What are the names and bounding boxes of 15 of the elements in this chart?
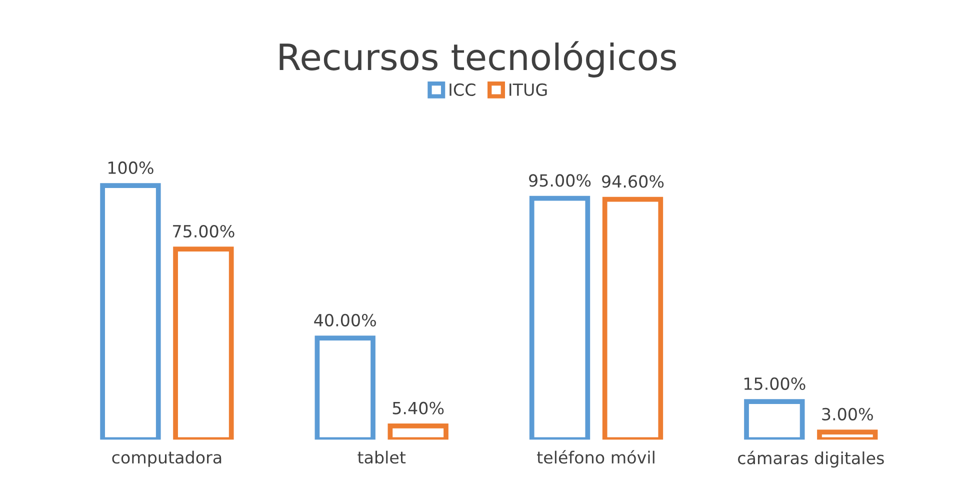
x-tick-label: cámaras digitales	[738, 450, 884, 468]
data-label: 5.40%	[392, 402, 444, 414]
x-tick-label: teléfono móvil	[537, 450, 654, 464]
data-label: 40.00%	[314, 314, 376, 326]
data-label: 100%	[108, 161, 154, 174]
legend-label: ITUG	[510, 83, 547, 96]
data-label: 94.60%	[602, 175, 664, 188]
chart-title: Recursos tecnológicos	[280, 41, 676, 78]
data-label: 95.00%	[529, 174, 591, 187]
legend-label: ICC	[450, 83, 476, 96]
data-label: 3.00%	[822, 408, 873, 420]
x-tick-label: computadora	[112, 450, 222, 467]
data-label: 15.00%	[744, 377, 806, 390]
data-label: 75.00%	[173, 224, 234, 238]
x-tick-label: tablet	[358, 450, 406, 464]
